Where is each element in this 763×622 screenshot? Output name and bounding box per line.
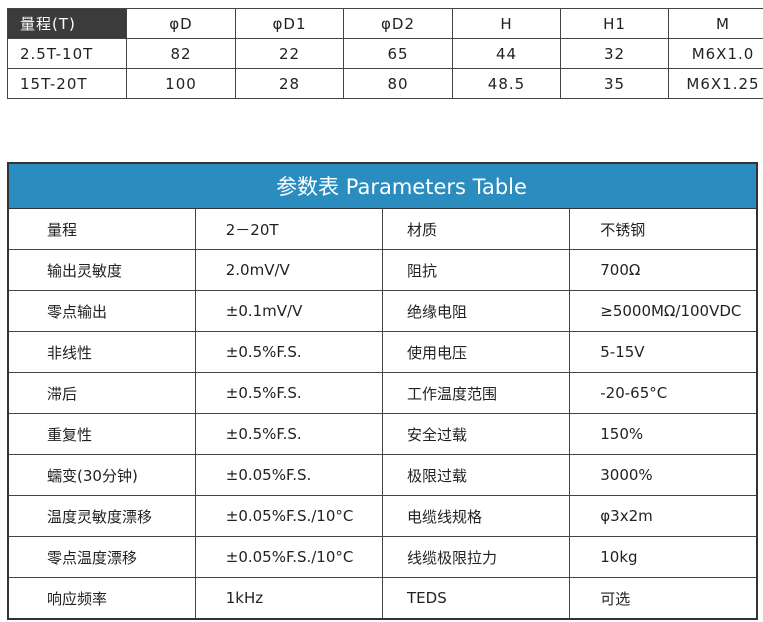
param-value: ±0.05%F.S./10°C <box>194 495 384 537</box>
cell: 44 <box>452 38 561 69</box>
param-value: ±0.5%F.S. <box>194 372 384 414</box>
param-name: 使用电压 <box>381 331 571 373</box>
param-value: ≥5000MΩ/100VDC <box>569 290 758 332</box>
header-cell: φD <box>126 8 236 39</box>
title-row: 参数表 Parameters Table <box>7 162 758 209</box>
row: 15T-20T 100 28 80 48.5 35 M6X1.25 <box>7 68 763 99</box>
row: 蠕变(30分钟) ±0.05%F.S. 极限过载 3000% <box>7 454 758 496</box>
param-value: ±0.05%F.S. <box>194 454 384 496</box>
row: 输出灵敏度 2.0mV/V 阻抗 700Ω <box>7 249 758 291</box>
cell: 100 <box>126 68 236 99</box>
row: 滞后 ±0.5%F.S. 工作温度范围 -20-65°C <box>7 372 758 414</box>
param-name: 电缆线规格 <box>381 495 571 537</box>
param-name: 零点输出 <box>7 290 196 332</box>
param-value: 150% <box>569 413 758 455</box>
cell: 22 <box>235 38 344 69</box>
header-cell: φD2 <box>343 8 453 39</box>
param-value: 10kg <box>569 536 758 578</box>
param-value: 1kHz <box>194 577 384 620</box>
param-name: 零点温度漂移 <box>7 536 196 578</box>
param-name: 非线性 <box>7 331 196 373</box>
param-value: 不锈钢 <box>569 208 758 250</box>
param-name: 量程 <box>7 208 196 250</box>
param-value: ±0.05%F.S./10°C <box>194 536 384 578</box>
header-row: 量程(T) φD φD1 φD2 H H1 M <box>7 8 763 39</box>
cell: 48.5 <box>452 68 561 99</box>
param-value: 2.0mV/V <box>194 249 384 291</box>
param-name: 工作温度范围 <box>381 372 571 414</box>
param-value: 700Ω <box>569 249 758 291</box>
param-value: ±0.5%F.S. <box>194 413 384 455</box>
cell: 15T-20T <box>7 68 127 99</box>
param-name: 阻抗 <box>381 249 571 291</box>
param-value: ±0.1mV/V <box>194 290 384 332</box>
param-value: 5-15V <box>569 331 758 373</box>
cell: M6X1.25 <box>668 68 763 99</box>
table-title: 参数表 Parameters Table <box>7 162 758 209</box>
param-value: 可选 <box>569 577 758 620</box>
param-name: 滞后 <box>7 372 196 414</box>
header-cell: H <box>452 8 561 39</box>
param-name: 输出灵敏度 <box>7 249 196 291</box>
cell: M6X1.0 <box>668 38 763 69</box>
row: 零点温度漂移 ±0.05%F.S./10°C 线缆极限拉力 10kg <box>7 536 758 578</box>
header-cell: M <box>668 8 763 39</box>
cell: 35 <box>560 68 669 99</box>
param-name: 温度灵敏度漂移 <box>7 495 196 537</box>
cell: 80 <box>343 68 453 99</box>
param-name: TEDS <box>381 577 571 620</box>
header-cell: 量程(T) <box>7 8 127 39</box>
header-cell: φD1 <box>235 8 344 39</box>
cell: 2.5T-10T <box>7 38 127 69</box>
row: 量程 2－20T 材质 不锈钢 <box>7 208 758 250</box>
cell: 82 <box>126 38 236 69</box>
cell: 32 <box>560 38 669 69</box>
header-cell: H1 <box>560 8 669 39</box>
param-value: 2－20T <box>194 208 384 250</box>
parameters-table: 参数表 Parameters Table 量程 2－20T 材质 不锈钢 输出灵敏度 2.0… <box>7 162 758 620</box>
row: 重复性 ±0.5%F.S. 安全过载 150% <box>7 413 758 455</box>
param-value: ±0.5%F.S. <box>194 331 384 373</box>
param-value: 3000% <box>569 454 758 496</box>
cell: 28 <box>235 68 344 99</box>
row: 温度灵敏度漂移 ±0.05%F.S./10°C 电缆线规格 φ3x2m <box>7 495 758 537</box>
param-name: 绝缘电阻 <box>381 290 571 332</box>
param-name: 极限过载 <box>381 454 571 496</box>
row: 2.5T-10T 82 22 65 44 32 M6X1.0 <box>7 38 763 69</box>
row: 零点输出 ±0.1mV/V 绝缘电阻 ≥5000MΩ/100VDC <box>7 290 758 332</box>
row: 响应频率 1kHz TEDS 可选 <box>7 577 758 620</box>
param-name: 安全过载 <box>381 413 571 455</box>
param-name: 重复性 <box>7 413 196 455</box>
row: 非线性 ±0.5%F.S. 使用电压 5-15V <box>7 331 758 373</box>
param-name: 材质 <box>381 208 571 250</box>
cell: 65 <box>343 38 453 69</box>
param-value: φ3x2m <box>569 495 758 537</box>
param-name: 响应频率 <box>7 577 196 620</box>
dimension-table: 量程(T) φD φD1 φD2 H H1 M 2.5T-10T 82 22 65 44 32 M6X1.… <box>7 8 763 99</box>
param-name: 线缆极限拉力 <box>381 536 571 578</box>
param-name: 蠕变(30分钟) <box>7 454 196 496</box>
param-value: -20-65°C <box>569 372 758 414</box>
